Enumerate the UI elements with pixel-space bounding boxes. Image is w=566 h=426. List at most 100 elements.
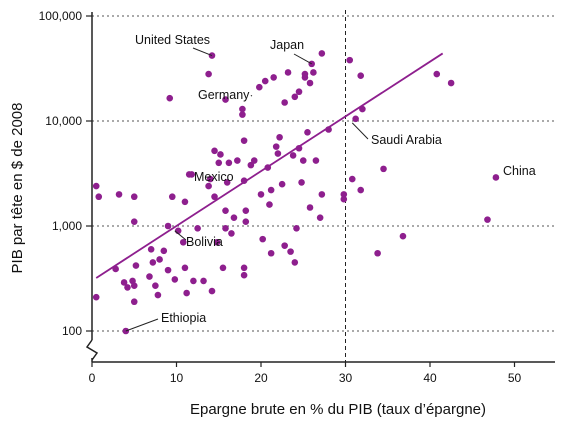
annotation-label: Japan bbox=[270, 38, 304, 52]
data-point bbox=[168, 193, 176, 201]
data-point bbox=[188, 171, 196, 178]
x-tick-label: 20 bbox=[254, 371, 268, 385]
data-point bbox=[348, 175, 356, 183]
data-point bbox=[211, 147, 218, 155]
data-point bbox=[318, 50, 326, 57]
data-point bbox=[374, 249, 381, 257]
annotation-leader bbox=[125, 318, 159, 332]
annotation-label: Bolivia bbox=[186, 235, 223, 249]
data-point bbox=[166, 94, 174, 102]
data-points bbox=[92, 50, 500, 335]
y-tick-label: 100,000 bbox=[39, 9, 83, 23]
data-point bbox=[149, 259, 157, 266]
annotation-label: Mexico bbox=[194, 170, 234, 184]
data-point bbox=[306, 204, 314, 211]
data-point bbox=[115, 191, 123, 198]
axis-break-mark bbox=[85, 339, 99, 361]
data-point bbox=[228, 230, 235, 237]
data-point bbox=[399, 232, 407, 240]
data-point bbox=[312, 157, 320, 164]
data-point bbox=[346, 56, 354, 64]
data-point bbox=[154, 291, 162, 299]
annotation-leader bbox=[351, 122, 369, 140]
data-point bbox=[259, 235, 266, 243]
x-tick-label: 10 bbox=[170, 371, 184, 385]
data-point bbox=[242, 207, 250, 214]
y-axis-title: PIB par tête en $ de 2008 bbox=[9, 103, 26, 274]
data-point bbox=[298, 179, 305, 186]
data-point bbox=[239, 105, 246, 113]
data-point bbox=[200, 277, 207, 285]
x-tick-label: 50 bbox=[508, 371, 522, 385]
data-point bbox=[380, 165, 387, 173]
data-point bbox=[240, 137, 248, 144]
annotation-label: Germany bbox=[198, 88, 250, 102]
data-point bbox=[281, 242, 288, 249]
data-point bbox=[293, 225, 300, 232]
data-point bbox=[120, 279, 128, 286]
data-point bbox=[299, 157, 307, 164]
data-point bbox=[130, 193, 138, 201]
data-point bbox=[160, 247, 168, 255]
data-point bbox=[257, 191, 265, 198]
data-point bbox=[266, 201, 273, 208]
data-point bbox=[261, 77, 269, 85]
data-point bbox=[276, 133, 283, 141]
x-tick-label: 40 bbox=[423, 371, 437, 385]
data-point bbox=[295, 88, 303, 96]
data-point bbox=[318, 191, 326, 198]
data-point bbox=[239, 111, 246, 118]
data-point bbox=[340, 191, 348, 198]
data-point bbox=[219, 264, 227, 272]
data-point bbox=[357, 186, 365, 194]
trend-line-group bbox=[95, 52, 444, 279]
data-point bbox=[310, 69, 317, 76]
data-point bbox=[213, 238, 221, 246]
data-point bbox=[130, 282, 138, 290]
data-point bbox=[130, 298, 138, 306]
data-point bbox=[247, 161, 255, 169]
data-point bbox=[183, 289, 190, 297]
data-point bbox=[484, 216, 491, 223]
data-point bbox=[132, 262, 140, 269]
data-point bbox=[242, 218, 250, 225]
annotation-label: China bbox=[503, 164, 536, 178]
annotation-label: United States bbox=[135, 33, 210, 47]
data-point bbox=[289, 152, 297, 159]
data-point bbox=[171, 276, 179, 283]
data-point bbox=[207, 175, 214, 183]
data-point bbox=[447, 79, 455, 87]
x-tick-label: 30 bbox=[339, 371, 353, 385]
data-point bbox=[357, 72, 365, 80]
annotation-label: Ethiopia bbox=[161, 311, 206, 325]
data-point bbox=[223, 179, 231, 186]
data-point bbox=[225, 159, 233, 167]
data-point bbox=[316, 214, 324, 221]
data-point bbox=[181, 264, 189, 272]
data-point bbox=[304, 129, 311, 136]
data-point bbox=[267, 186, 275, 194]
data-point bbox=[291, 259, 299, 266]
data-point bbox=[301, 70, 309, 78]
data-point bbox=[92, 293, 100, 301]
gridlines bbox=[92, 10, 555, 362]
data-point bbox=[124, 284, 131, 291]
data-point bbox=[217, 151, 224, 158]
data-point bbox=[306, 79, 314, 87]
data-point bbox=[211, 193, 218, 201]
data-point bbox=[181, 198, 189, 206]
annotation-leader bbox=[174, 230, 187, 241]
data-point bbox=[291, 93, 299, 101]
data-point bbox=[256, 83, 263, 91]
data-point bbox=[222, 225, 229, 232]
data-point bbox=[130, 218, 138, 225]
data-point bbox=[164, 222, 172, 230]
data-point bbox=[92, 182, 100, 190]
data-point bbox=[208, 287, 216, 295]
data-point bbox=[352, 115, 359, 123]
data-point bbox=[250, 157, 258, 164]
data-point bbox=[308, 60, 316, 68]
data-point bbox=[270, 74, 277, 81]
data-point bbox=[215, 159, 223, 167]
